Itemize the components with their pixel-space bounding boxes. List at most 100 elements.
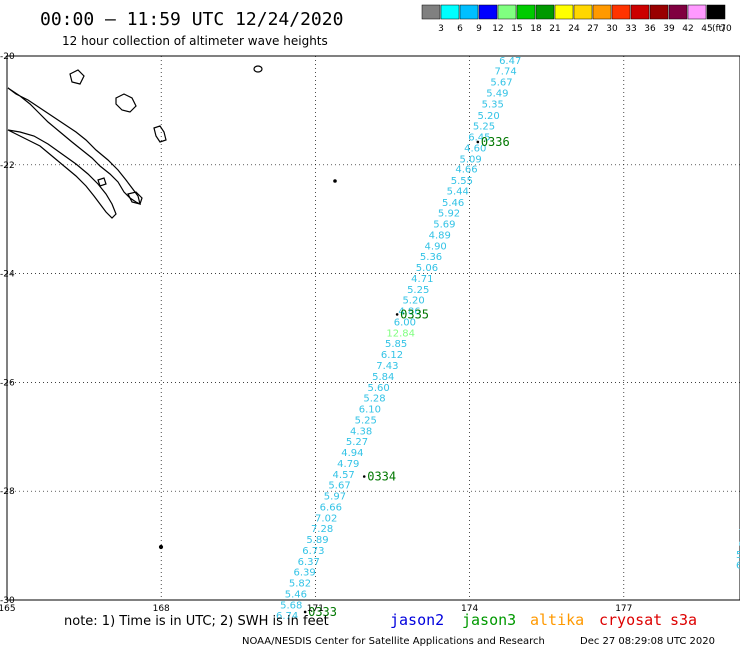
legend-swatch — [497, 4, 517, 20]
wave-height-label: 5.25 — [407, 285, 429, 296]
wave-height-label: 5.60 — [367, 383, 389, 394]
wave-height-label: 5.55 — [451, 176, 473, 187]
wave-height-color-legend: 3 6 9 12 15 18 21 24 27 30 33 36 39 42 45 70 — [421, 4, 732, 34]
small-islet-1 — [69, 69, 85, 85]
legend-label: 39 — [663, 24, 675, 34]
pass-time-labels: 0336 0335 0334 0333 — [303, 135, 510, 619]
legend-swatch — [649, 4, 669, 20]
wave-height-label: 5.36 — [420, 252, 442, 263]
wave-height-label: 4.86 — [398, 307, 420, 318]
wave-height-label: 4.79 — [337, 459, 359, 470]
y-tick-label: -22 — [0, 161, 15, 171]
x-tick-label: 165 — [0, 604, 16, 614]
wave-height-label: 7.02 — [315, 513, 337, 524]
wave-height-label: 12.84 — [386, 328, 415, 339]
legend-swatch — [573, 4, 593, 20]
legend-swatch — [687, 4, 707, 20]
grid-lines — [7, 56, 740, 600]
wave-height-label: 4.57 — [333, 470, 355, 481]
legend-label: 12 — [492, 24, 503, 34]
y-tick-label: -24 — [0, 270, 15, 280]
map-area: 6.477.745.675.495.355.205.256.454.605.09… — [6, 55, 740, 622]
x-tick-label: 168 — [153, 604, 170, 614]
legend-unit-label: (ft) — [712, 24, 726, 34]
wave-height-label: 7.74 — [494, 67, 516, 78]
wave-height-label: 6.62 — [739, 539, 740, 550]
footer-note: note: 1) Time is in UTC; 2) SWH is in fe… — [64, 614, 329, 629]
footer-timestamp: Dec 27 08:29:08 UTC 2020 — [580, 636, 715, 647]
wave-height-labels: 6.477.745.675.495.355.205.256.454.605.09… — [276, 56, 740, 622]
legend-label: 24 — [568, 24, 580, 34]
y-tick-label: -20 — [0, 52, 15, 62]
satellite-label-cryosat: cryosat — [599, 611, 662, 629]
satellite-label-s3a: s3a — [670, 611, 697, 629]
wave-height-label: 6.37 — [298, 557, 320, 568]
small-islet-5 — [158, 544, 164, 550]
loyalty-island-1 — [115, 93, 137, 113]
wave-height-label: 5.97 — [324, 492, 346, 503]
legend-label: 45 — [701, 24, 712, 34]
wave-height-label: 5.85 — [385, 339, 407, 350]
wave-height-label: 6.39 — [293, 568, 315, 579]
wave-height-label: 5.35 — [482, 99, 504, 110]
coastline — [7, 65, 337, 550]
loyalty-island-2 — [153, 125, 167, 143]
legend-label: 21 — [549, 24, 560, 34]
pass-time-marker — [303, 610, 307, 614]
wave-height-label: 7.28 — [311, 524, 333, 535]
footer-credit: NOAA/NESDIS Center for Satellite Applica… — [242, 636, 545, 647]
pass-time-label: 0334 — [367, 470, 396, 484]
legend-swatch — [459, 4, 479, 20]
pass-time-marker — [362, 475, 366, 478]
wave-height-label: 5.68 — [280, 600, 302, 611]
x-tick-label: 171 — [307, 604, 324, 614]
x-tick-label: 177 — [615, 604, 632, 614]
wave-height-label: 7.43 — [376, 361, 398, 372]
y-axis-ticks: -20 -22 -24 -26 -28 -30 — [0, 52, 15, 606]
wave-height-label: 6.74 — [276, 611, 298, 622]
pass-time-marker — [395, 313, 399, 316]
wave-height-label: 5.44 — [447, 186, 469, 197]
small-islet-2 — [97, 177, 107, 187]
legend-swatch — [611, 4, 631, 20]
wave-height-label: 6.73 — [302, 546, 324, 557]
wave-height-label: 4.94 — [341, 448, 363, 459]
wave-height-label: 5.92 — [438, 209, 460, 220]
legend-swatch — [706, 4, 726, 20]
wave-height-label: 6.47 — [499, 56, 521, 67]
satellite-label-altika: altika — [530, 611, 584, 629]
wave-height-label: 5.82 — [289, 579, 311, 590]
wave-height-label: 5.28 — [363, 394, 385, 405]
wave-height-label: 4.66 — [455, 165, 477, 176]
legend-swatch — [421, 4, 441, 20]
wave-height-label: 5.69 — [433, 220, 455, 231]
legend-label: 6 — [457, 24, 463, 34]
wave-height-label: 5.09 — [459, 154, 481, 165]
satellite-label-jason3: jason3 — [462, 611, 516, 629]
pass-time-label: 0336 — [481, 135, 510, 149]
legend-label: 36 — [644, 24, 656, 34]
legend-swatch — [668, 4, 688, 20]
legend-swatch — [554, 4, 574, 20]
legend-label: 70 — [720, 24, 732, 34]
small-islet-4 — [333, 179, 337, 183]
wave-height-label: 4.71 — [411, 274, 433, 285]
wave-height-label: 5.20 — [402, 296, 424, 307]
satellite-label-jason2: jason2 — [390, 611, 444, 629]
isle-of-pines — [127, 191, 143, 205]
pass-time-label: 0335 — [400, 307, 429, 321]
wave-height-label: 6.00 — [394, 317, 416, 328]
wave-height-label: 5.27 — [346, 437, 368, 448]
legend-label: 15 — [511, 24, 522, 34]
legend-label: 9 — [476, 24, 482, 34]
legend-swatch — [630, 4, 650, 20]
new-caledonia-coast-outer — [7, 87, 141, 206]
wave-height-label: 6.12 — [381, 350, 403, 361]
legend-label: 18 — [530, 24, 542, 34]
wave-height-label: 6.10 — [359, 405, 381, 416]
wave-height-label: 5.80 — [736, 550, 740, 561]
wave-height-label: 4.38 — [350, 426, 372, 437]
y-tick-label: -28 — [0, 487, 15, 497]
wave-height-label: 6.66 — [320, 502, 342, 513]
